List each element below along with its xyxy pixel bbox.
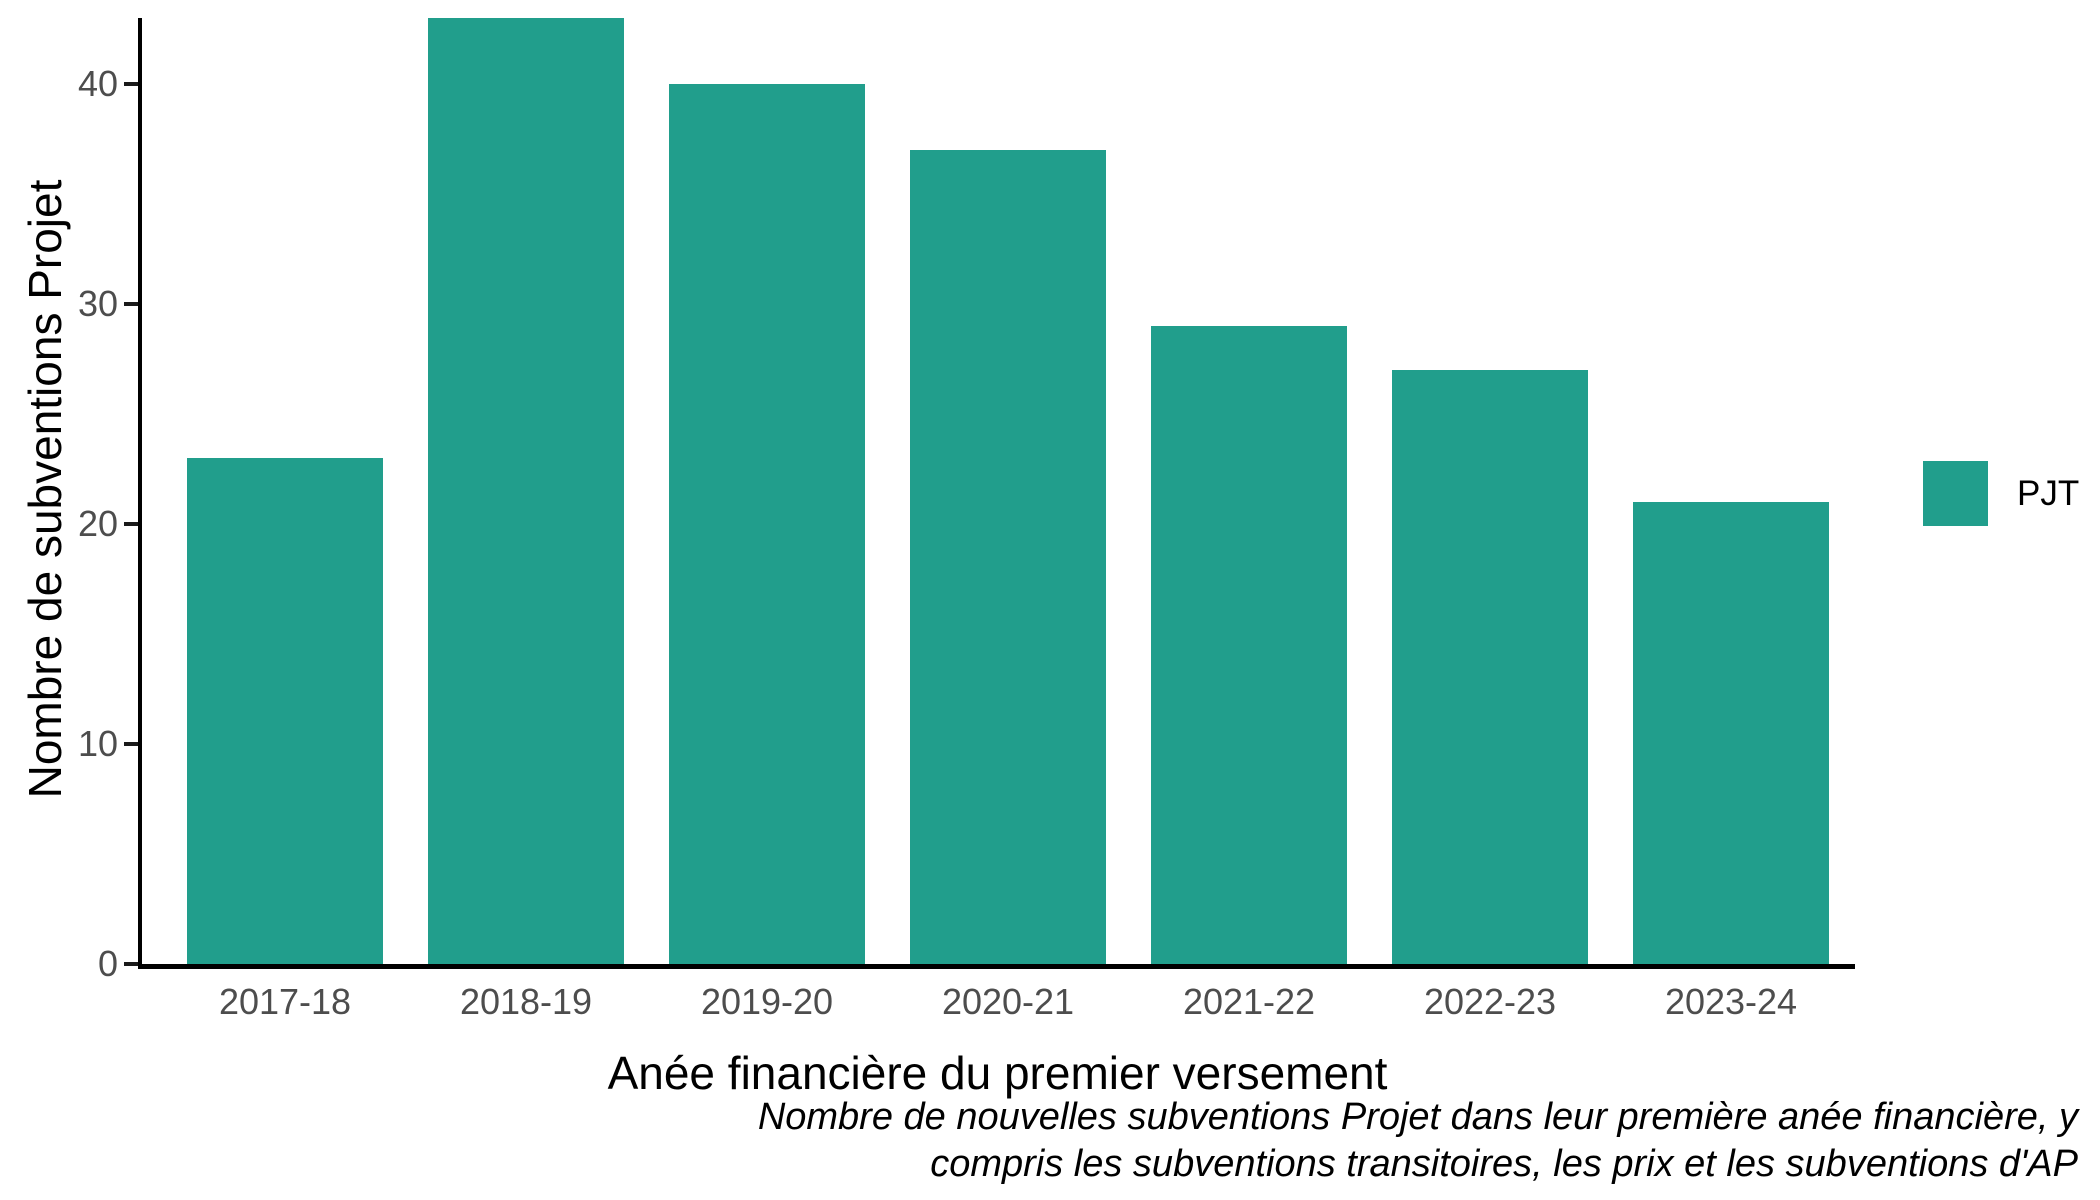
bar-2023-24: [1633, 502, 1829, 964]
x-axis-title: Anée financière du premier versement: [607, 1047, 1388, 1099]
x-tick-label-2021-22: 2021-22: [1182, 981, 1316, 1022]
y-tick-label-20: 20: [77, 503, 118, 544]
y-tick-label-10: 10: [77, 723, 118, 764]
x-tick-label-2019-20: 2019-20: [700, 981, 834, 1022]
bar-2021-22: [1151, 326, 1347, 964]
bar-2017-18: [187, 458, 383, 964]
caption-line-1: Nombre de nouvelles subventions Projet d…: [757, 1096, 2078, 1138]
x-axis-line: [138, 964, 1855, 969]
x-tick-label-2018-19: 2018-19: [459, 981, 593, 1022]
y-axis-line: [138, 18, 142, 968]
y-tick-mark-10: [124, 742, 138, 746]
x-tick-label-2017-18: 2017-18: [218, 981, 352, 1022]
bar-2018-19: [428, 18, 624, 964]
y-tick-label-40: 40: [77, 63, 118, 104]
bar-2020-21: [910, 150, 1106, 964]
legend: PJT: [1923, 461, 2079, 526]
chart-caption: Nombre de nouvelles subventions Projet d…: [758, 1094, 2078, 1188]
y-tick-label-0: 0: [97, 943, 118, 984]
y-tick-label-30: 30: [77, 283, 118, 324]
x-tick-label-2023-24: 2023-24: [1664, 981, 1798, 1022]
bar-2022-23: [1392, 370, 1588, 964]
y-tick-mark-30: [124, 302, 138, 306]
caption-line-2: compris les subventions transitoires, le…: [930, 1143, 2078, 1185]
legend-label: PJT: [2017, 473, 2080, 513]
y-axis-title: Nombre de subventions Projet: [19, 179, 71, 799]
bar-2019-20: [669, 84, 865, 964]
x-tick-label-2022-23: 2022-23: [1423, 981, 1557, 1022]
legend-swatch: [1923, 461, 1988, 526]
x-tick-label-2020-21: 2020-21: [941, 981, 1075, 1022]
y-tick-mark-40: [124, 82, 138, 86]
y-tick-mark-0: [124, 962, 138, 966]
y-tick-mark-20: [124, 522, 138, 526]
